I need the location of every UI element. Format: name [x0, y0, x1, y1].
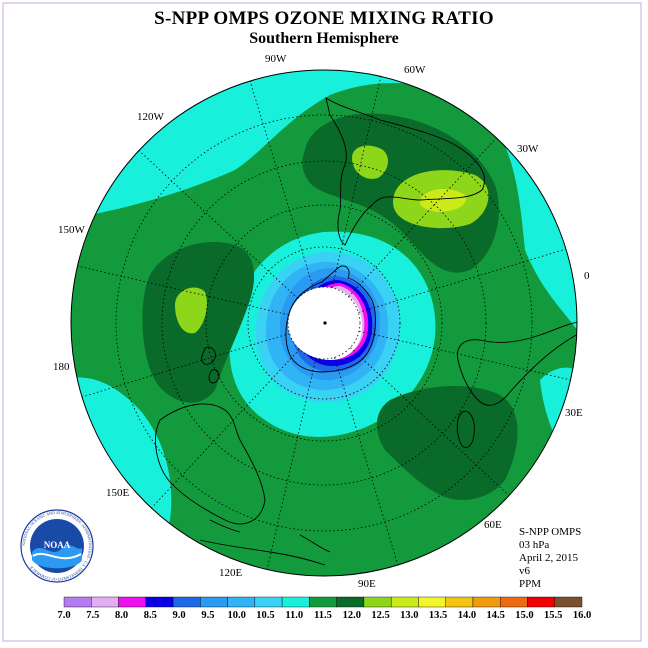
label-90e: 90E: [358, 578, 376, 590]
label-120w: 120W: [137, 111, 165, 123]
colorbar-tick-label: 12.0: [343, 610, 361, 621]
latitude-grid: [115, 114, 533, 532]
field-12-5-max-west: [175, 287, 207, 334]
colorbar-tick-label: 14.5: [486, 610, 504, 621]
colorbar-tick-label: 13.5: [429, 610, 447, 621]
colorbar-tick-label: 11.0: [285, 610, 303, 621]
label-0: 0: [584, 270, 590, 282]
colorbar-swatch: [500, 596, 528, 608]
page-subtitle: Southern Hemisphere: [249, 30, 399, 47]
colorbar-tick-label: 9.5: [201, 610, 214, 621]
meridian-line: [151, 349, 300, 509]
longitude-grid: [77, 76, 571, 570]
colorbar-swatch: [309, 596, 337, 608]
label-180: 180: [53, 361, 70, 373]
colorbar-swatch: [118, 596, 146, 608]
colorbar-swatch: [472, 596, 501, 608]
coast-new-zealand: [201, 346, 220, 384]
meridian-line: [358, 248, 567, 313]
label-120e: 120E: [219, 567, 243, 579]
label-30e: 30E: [565, 407, 583, 419]
colorbar-swatch: [91, 596, 119, 608]
meridian-line: [77, 265, 290, 316]
colorbar-swatch: [254, 596, 283, 608]
field-12-0-southeast: [376, 385, 518, 500]
colorbar-swatch: [200, 596, 228, 608]
info-version: v6: [519, 565, 530, 577]
colorbar-tick-label: 14.0: [458, 610, 476, 621]
coast-australia: [155, 403, 266, 525]
coast-south-america: [325, 96, 485, 246]
meridian-line: [138, 150, 298, 299]
colorbar-tick-label: 15.0: [515, 610, 533, 621]
meridian-line: [81, 333, 290, 398]
colorbar-tick-label: 7.0: [57, 610, 70, 621]
label-60w: 60W: [404, 64, 426, 76]
page-title: S-NPP OMPS OZONE MIXING RATIO: [154, 8, 494, 29]
field-12-5-max-c: [419, 188, 466, 212]
outer-border: [2, 2, 642, 642]
meridian-line: [331, 76, 382, 289]
coast-indonesia: [199, 519, 331, 566]
noaa-logo: NOAA NATIONAL OCEANIC AND ATMOSPHERIC AD…: [20, 509, 94, 583]
label-150w: 150W: [58, 224, 86, 236]
coast-antarctica: [285, 265, 376, 373]
south-pole-dot: [323, 321, 327, 325]
colorbar-swatch: [281, 596, 310, 608]
meridian-line: [334, 357, 399, 566]
coastlines: [155, 96, 577, 566]
colorbar-swatch: [63, 596, 92, 608]
colorbar-swatch: [390, 596, 419, 608]
coast-africa: [457, 319, 577, 406]
colorbar-swatch: [363, 596, 392, 608]
info-level: 03 hPa: [519, 539, 550, 551]
colorbar-swatch: [445, 596, 474, 608]
info-instrument: S-NPP OMPS: [519, 526, 582, 538]
label-90w: 90W: [265, 53, 287, 65]
colorbar-swatch: [227, 596, 256, 608]
meridian-line: [348, 137, 497, 297]
colorbar-tick-label: 11.5: [314, 610, 332, 621]
colorbar-swatch: [527, 596, 555, 608]
colorbar-tick-label: 10.5: [256, 610, 274, 621]
colorbar-tick-label: 13.0: [400, 610, 418, 621]
map-boundary: [70, 69, 578, 577]
colorbar-tick-label: 9.0: [173, 610, 186, 621]
colorbar-swatch: [336, 596, 365, 608]
coast-madagascar: [456, 410, 475, 449]
meridian-line: [350, 347, 510, 496]
meridian-line: [249, 80, 314, 289]
field-12-5-max-a: [352, 145, 389, 179]
colorbar-tick-label: 15.5: [544, 610, 562, 621]
info-units: PPM: [519, 578, 542, 590]
colorbar-swatch: [145, 596, 174, 608]
colorbar-swatch: [418, 596, 446, 608]
info-date: April 2, 2015: [519, 552, 578, 564]
colorbar-tick-label: 12.5: [371, 610, 389, 621]
meridian-line: [358, 330, 571, 381]
label-30w: 30W: [517, 143, 539, 155]
colorbar-swatch: [172, 596, 201, 608]
longitude-labels: 90W 60W 30W 0 30E 60E 90E 120E 150E 180 …: [53, 53, 590, 590]
label-60e: 60E: [484, 519, 502, 531]
logo-text: NOAA: [44, 540, 71, 550]
label-150e: 150E: [106, 487, 130, 499]
ozone-field: [71, 70, 577, 576]
colorbar-tick-label: 8.0: [115, 610, 128, 621]
colorbar-tick-label: 16.0: [573, 610, 591, 621]
colorbar-swatch: [554, 596, 583, 608]
colorbar: 7.0 7.5 8.0 8.5 9.0 9.5 10.0 10.5 11.0 11.5 12.0 12…: [57, 596, 591, 621]
colorbar-tick-label: 7.5: [86, 610, 99, 621]
colorbar-tick-label: 8.5: [144, 610, 157, 621]
meridian-line: [266, 357, 317, 570]
colorbar-tick-label: 10.0: [227, 610, 245, 621]
